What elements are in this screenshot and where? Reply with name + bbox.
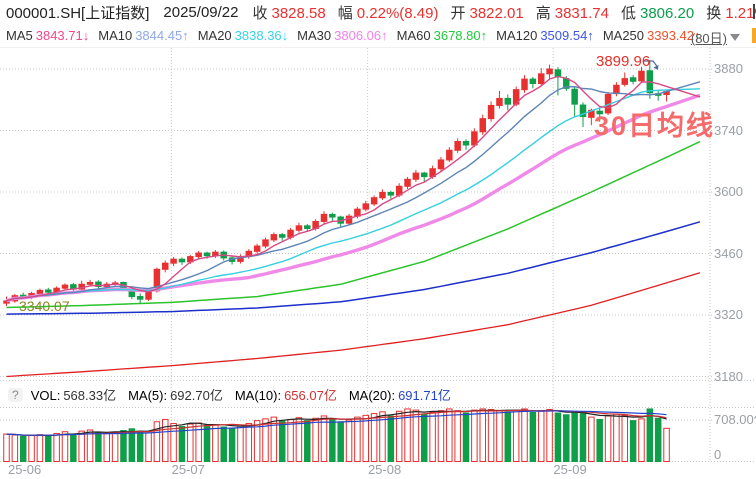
quote-fields: 收 3828.58 幅 0.22%(8.49) 开 3822.01 高 3831.74 低 380… [252,2,756,23]
quote-field: 换1.21% [706,4,756,22]
x-axis-label: 25-08 [367,462,402,477]
ma-legend: MA5 3843.71↓ MA10 3844.45↑ MA20 3838.36↓ MA30 3… [0,24,756,48]
price-tick-label: 3180 [714,368,743,384]
volume-legend-item: MA(20): 691.71亿 [348,388,451,403]
ma-legend-item: MA60 3678.80↑ [396,28,488,43]
volume-tick-label: 708.00亿 [714,413,756,428]
ma30-annotation: 30日均线 [594,111,716,141]
ma-legend-item: MA20 3838.36↓ [197,28,289,43]
ma-legend-items: MA5 3843.71↓ MA10 3844.45↑ MA20 3838.36↓ MA30 3… [6,28,710,43]
quote-field: 收 3828.58 [252,4,326,22]
period-selector[interactable]: (80日) [691,28,740,47]
quote-field: 开 3822.01 [450,4,524,22]
edge-marker [753,4,755,19]
ma-legend-item: MA30 3806.06↑ [297,28,388,43]
edge-orange-marker [752,28,756,43]
chevron-down-icon [730,34,740,41]
volume-legend-item: MA(5): 692.70亿 [128,388,223,403]
x-axis-label: 25-06 [8,462,42,477]
help-icon[interactable]: ? [8,387,23,402]
annotation-arrow [644,60,659,70]
quote-date: 2025/09/22 [163,3,239,21]
price-tick-label: 3880 [714,61,743,76]
slow-ma-layer [6,140,701,378]
candles-layer [3,60,670,307]
price-tick-label: 3320 [714,307,743,322]
price-tick-label: 3460 [714,245,743,261]
volume-layer [3,408,670,463]
ma-legend-item: MA5 3843.71↓ [6,28,90,43]
volume-legend-items: VOL: 568.33亿 MA(5): 692.70亿 MA(10): 656.07亿 MA… [31,385,463,404]
volume-legend-item: MA(10): 656.07亿 [234,388,337,403]
quote-header: 000001.SH[上证指数] 2025/09/22 收 3828.58 幅 0.22… [0,0,756,24]
quote-field: 高 3831.74 [535,4,609,22]
volume-tick-label: 0 [714,447,722,462]
fast-ma-layer [5,75,701,303]
ma-legend-item: MA120 3509.54↑ [496,28,594,43]
price-tick-label: 3740 [714,122,743,138]
symbol-name[interactable]: 000001.SH[上证指数] [6,4,150,22]
x-axis-label: 25-09 [553,462,587,477]
high-annotation: 3899.96 [596,53,651,70]
ma-legend-item: MA250 3393.42↑ [602,28,701,43]
ma-legend-item: MA10 3844.45↑ [98,28,189,43]
period-label[interactable]: (80日) [690,31,727,46]
x-axis-label: 25-07 [171,462,205,477]
volume-legend-item: VOL: 568.33亿 [30,388,117,403]
quote-field: 低 3806.20 [620,4,695,22]
quote-field: 幅 0.22%(8.49) [337,4,439,22]
price-tick-label: 3600 [714,184,743,199]
volume-ma-layer [6,409,667,437]
low-annotation: 3340.07 [19,298,70,314]
volume-legend: ? VOL: 568.33亿 MA(5): 692.70亿 MA(10): 656.07亿… [0,382,756,407]
